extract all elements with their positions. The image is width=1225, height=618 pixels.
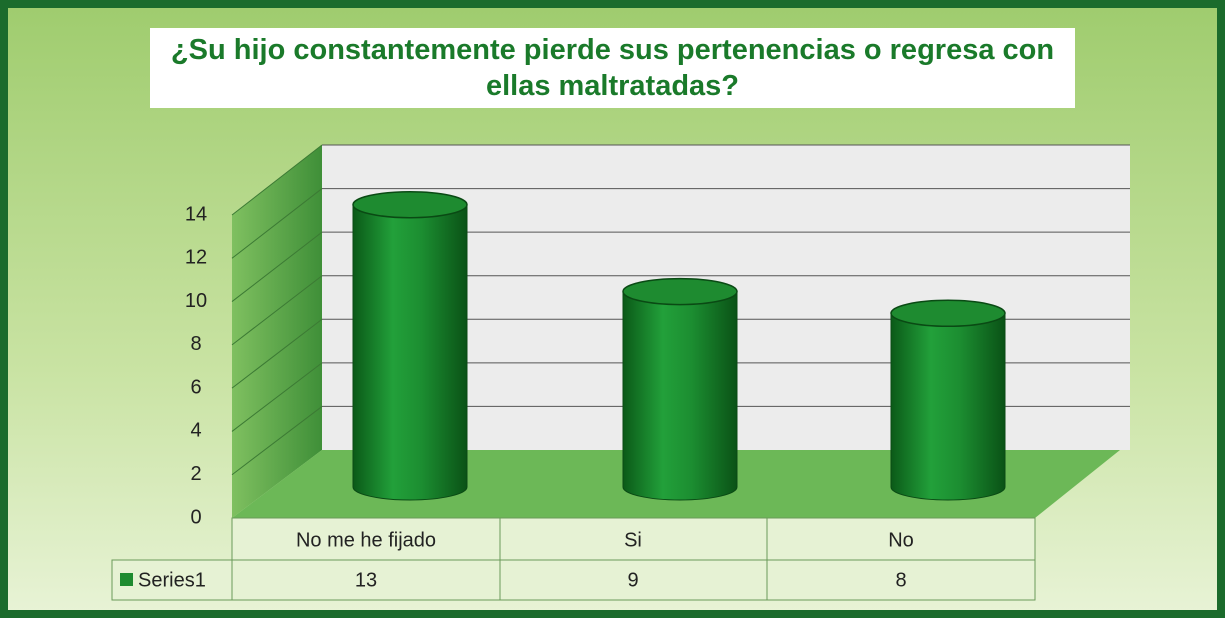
y-tick-label: 4: [190, 420, 201, 442]
data-table: [111, 517, 1036, 601]
table-value: 13: [355, 569, 377, 591]
legend-label: Series1: [138, 569, 206, 591]
grid-line: [231, 231, 323, 302]
y-tick-label: 0: [190, 506, 201, 528]
y-tick-label: 2: [190, 463, 201, 485]
y-tick-label: 12: [185, 247, 207, 269]
cylinder-top: [352, 190, 468, 219]
cylinder-body: [352, 204, 468, 501]
grid-line: [231, 188, 323, 259]
x-tick-label: No: [888, 529, 914, 551]
y-tick-label: 10: [185, 290, 207, 312]
table-value: 9: [627, 569, 638, 591]
grid-line: [231, 144, 323, 216]
side-wall: [232, 145, 322, 518]
y-tick-label: 6: [190, 376, 201, 398]
y-tick-label: 14: [185, 203, 207, 225]
grid-line: [231, 362, 323, 432]
table-value: 8: [895, 569, 906, 591]
grid-line: [231, 406, 323, 476]
cylinder-body: [622, 291, 738, 501]
cylinder-top: [622, 277, 738, 306]
table-body: [231, 517, 1036, 601]
grid-line: [231, 275, 323, 346]
y-tick-label: 8: [190, 333, 201, 355]
chart-title: ¿Su hijo constantemente pierde sus perte…: [150, 28, 1075, 108]
legend-cell: [111, 559, 233, 601]
x-tick-label: No me he fijado: [296, 529, 436, 551]
legend-swatch: [120, 573, 133, 586]
x-tick-label: Si: [624, 529, 642, 551]
cylinder-body: [890, 312, 1006, 501]
cylinder-top: [890, 299, 1006, 328]
grid-line: [231, 318, 323, 389]
